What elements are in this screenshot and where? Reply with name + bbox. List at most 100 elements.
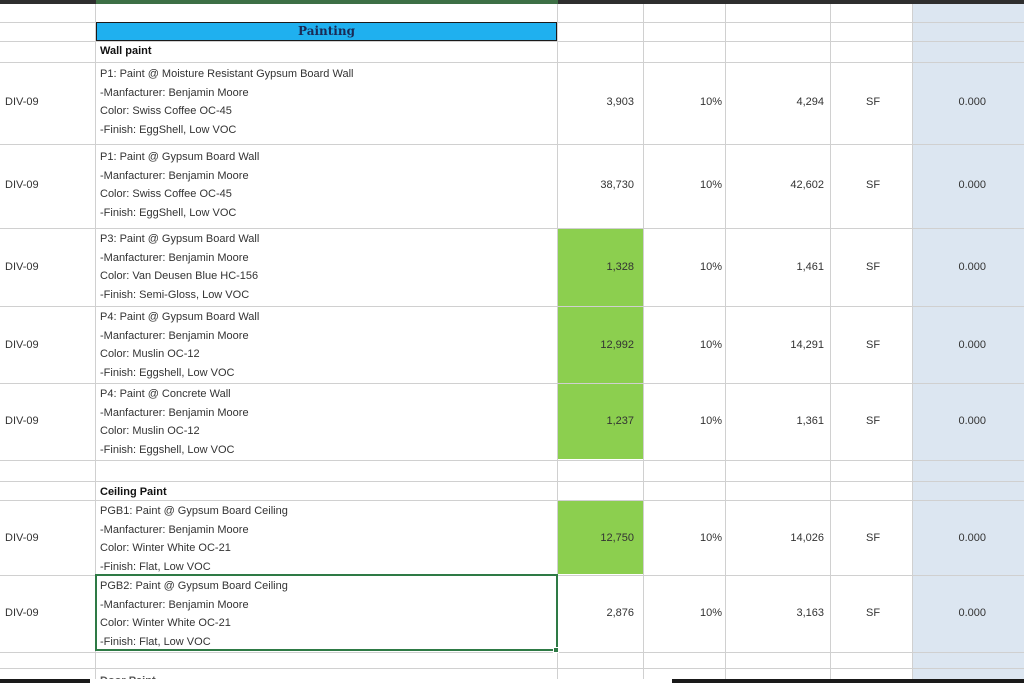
div-code-cell[interactable]: DIV-09: [5, 415, 39, 427]
total-cell[interactable]: 1,361: [796, 415, 824, 427]
grid-col-line: [557, 0, 558, 683]
desc-line: P3: Paint @ Gypsum Board Wall: [100, 233, 260, 245]
bottom-border: [0, 679, 1024, 683]
desc-line: -Manfacturer: Benjamin Moore: [100, 251, 249, 264]
grid-row-line: [0, 62, 1024, 63]
desc-line: PGB2: Paint @ Gypsum Board Ceiling: [100, 580, 288, 592]
desc-line: Color: Muslin OC-12: [100, 425, 200, 437]
unit-cell[interactable]: SF: [866, 339, 881, 351]
grid-row-line: [0, 41, 1024, 42]
desc-line: -Manfacturer: Benjamin Moore: [100, 523, 249, 536]
total-cell[interactable]: 14,291: [790, 339, 824, 351]
grid-col-line: [643, 0, 644, 683]
desc-line: Color: Swiss Coffee OC-45: [100, 188, 232, 200]
cost-cell[interactable]: 0.000: [958, 179, 986, 191]
waste-cell[interactable]: 10%: [699, 179, 722, 191]
quantity-cell[interactable]: 2,876: [606, 607, 634, 619]
unit-cell[interactable]: SF: [866, 261, 881, 273]
desc-line: -Finish: EggShell, Low VOC: [100, 206, 237, 219]
unit-cell[interactable]: SF: [866, 415, 881, 427]
desc-line: -Finish: Semi-Gloss, Low VOC: [100, 288, 250, 301]
desc-line: -Manfacturer: Benjamin Moore: [100, 598, 249, 611]
top-border: [0, 0, 1024, 4]
desc-line: -Finish: Eggshell, Low VOC: [100, 443, 235, 456]
desc-line: Color: Swiss Coffee OC-45: [100, 105, 232, 117]
desc-line: -Finish: Flat, Low VOC: [100, 635, 211, 648]
desc-line: Color: Van Deusen Blue HC-156: [100, 270, 259, 282]
unit-cell[interactable]: SF: [866, 532, 881, 544]
cost-cell[interactable]: 0.000: [958, 339, 986, 351]
cost-cell[interactable]: 0.000: [958, 532, 986, 544]
unit-cell[interactable]: SF: [866, 96, 881, 108]
desc-line: P4: Paint @ Concrete Wall: [100, 388, 231, 400]
highlight-cell-qty-p3: [558, 229, 643, 306]
desc-line: -Manfacturer: Benjamin Moore: [100, 406, 249, 419]
cost-column-shade: [912, 4, 1024, 683]
quantity-cell[interactable]: 1,237: [606, 415, 634, 427]
waste-cell[interactable]: 10%: [699, 261, 722, 273]
description-cell[interactable]: P3: Paint @ Gypsum Board Wall -Manfactur…: [100, 230, 259, 304]
unit-cell[interactable]: SF: [866, 607, 881, 619]
description-cell[interactable]: P4: Paint @ Concrete Wall -Manfacturer: …: [100, 385, 249, 459]
desc-line: P1: Paint @ Gypsum Board Wall: [100, 151, 260, 163]
quantity-cell[interactable]: 1,328: [606, 261, 634, 273]
grid-col-line: [912, 0, 913, 683]
description-cell[interactable]: P4: Paint @ Gypsum Board Wall -Manfactur…: [100, 308, 259, 382]
grid-row-line: [0, 383, 1024, 384]
quantity-cell[interactable]: 12,992: [600, 339, 634, 351]
desc-line: P1: Paint @ Moisture Resistant Gypsum Bo…: [100, 68, 354, 80]
total-cell[interactable]: 4,294: [796, 96, 824, 108]
grid-col-line: [725, 0, 726, 683]
section-header-cell[interactable]: Painting: [96, 22, 557, 41]
quantity-cell[interactable]: 3,903: [606, 96, 634, 108]
desc-line: -Manfacturer: Benjamin Moore: [100, 86, 249, 99]
description-cell[interactable]: PGB1: Paint @ Gypsum Board Ceiling -Manf…: [100, 502, 288, 576]
grid-row-line: [0, 481, 1024, 482]
grid-row-line: [0, 144, 1024, 145]
div-code-cell[interactable]: DIV-09: [5, 96, 39, 108]
highlight-cell-qty-pgb1: [558, 501, 643, 574]
cost-cell[interactable]: 0.000: [958, 261, 986, 273]
desc-line: -Manfacturer: Benjamin Moore: [100, 329, 249, 342]
quantity-cell[interactable]: 38,730: [600, 179, 634, 191]
grid-row-line: [0, 652, 1024, 653]
cell-selection-border: [95, 574, 558, 651]
div-code-cell[interactable]: DIV-09: [5, 532, 39, 544]
total-cell[interactable]: 14,026: [790, 532, 824, 544]
grid-col-line: [95, 0, 96, 683]
div-code-cell[interactable]: DIV-09: [5, 179, 39, 191]
description-cell[interactable]: P1: Paint @ Gypsum Board Wall -Manfactur…: [100, 148, 259, 222]
waste-cell[interactable]: 10%: [699, 415, 722, 427]
cost-cell[interactable]: 0.000: [958, 415, 986, 427]
grid-row-line: [0, 228, 1024, 229]
desc-line: PGB1: Paint @ Gypsum Board Ceiling: [100, 505, 288, 517]
div-code-cell[interactable]: DIV-09: [5, 261, 39, 273]
group-label-wall[interactable]: Wall paint: [100, 45, 152, 57]
grid-row-line: [0, 668, 1024, 669]
waste-cell[interactable]: 10%: [699, 607, 722, 619]
fill-handle[interactable]: [553, 647, 559, 653]
desc-line: Color: Winter White OC-21: [100, 542, 231, 554]
description-cell[interactable]: P1: Paint @ Moisture Resistant Gypsum Bo…: [100, 65, 353, 139]
grid-col-line: [830, 0, 831, 683]
desc-line: -Finish: Flat, Low VOC: [100, 560, 211, 573]
div-code-cell[interactable]: DIV-09: [5, 339, 39, 351]
desc-line: -Finish: Eggshell, Low VOC: [100, 366, 235, 379]
div-code-cell[interactable]: DIV-09: [5, 607, 39, 619]
waste-cell[interactable]: 10%: [699, 532, 722, 544]
cost-cell[interactable]: 0.000: [958, 96, 986, 108]
group-label-ceiling[interactable]: Ceiling Paint: [100, 486, 167, 498]
total-cell[interactable]: 1,461: [796, 261, 824, 273]
desc-line: Color: Winter White OC-21: [100, 617, 231, 629]
unit-cell[interactable]: SF: [866, 179, 881, 191]
description-cell-selected[interactable]: PGB2: Paint @ Gypsum Board Ceiling -Manf…: [100, 577, 288, 651]
desc-line: -Finish: EggShell, Low VOC: [100, 123, 237, 136]
total-cell[interactable]: 3,163: [796, 607, 824, 619]
quantity-cell[interactable]: 12,750: [600, 532, 634, 544]
grid-row-line: [0, 306, 1024, 307]
waste-cell[interactable]: 10%: [699, 96, 722, 108]
total-cell[interactable]: 42,602: [790, 179, 824, 191]
waste-cell[interactable]: 10%: [699, 339, 722, 351]
cost-cell[interactable]: 0.000: [958, 607, 986, 619]
